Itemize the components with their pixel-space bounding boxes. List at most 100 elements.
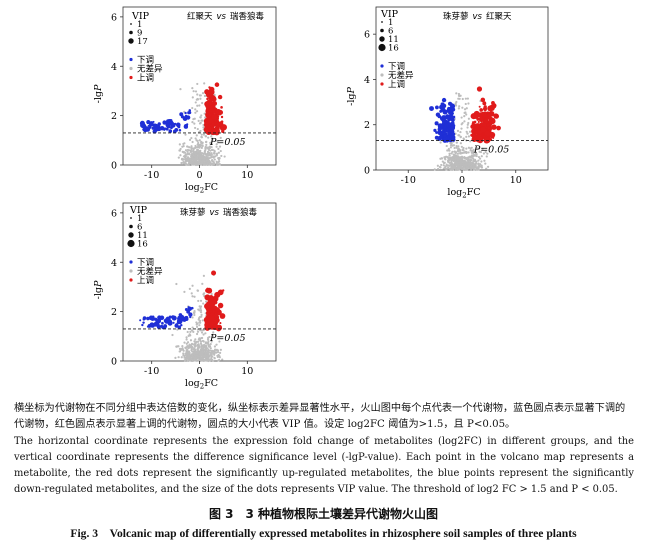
ns-point bbox=[210, 146, 213, 149]
up-point bbox=[211, 306, 216, 310]
ns-point bbox=[198, 104, 201, 107]
ns-point bbox=[199, 158, 202, 161]
up-point bbox=[470, 113, 477, 120]
up-point bbox=[220, 115, 224, 119]
ns-point bbox=[484, 150, 487, 154]
ns-point bbox=[195, 155, 198, 158]
ns-point bbox=[455, 144, 458, 148]
ns-point bbox=[208, 160, 211, 163]
down-point bbox=[174, 323, 179, 328]
ns-point bbox=[185, 336, 188, 339]
up-legend-label: 上调 bbox=[388, 80, 405, 90]
x-tick-label: -10 bbox=[144, 366, 159, 377]
up-point bbox=[480, 126, 487, 133]
ns-point bbox=[466, 157, 469, 160]
up-point bbox=[205, 288, 210, 293]
ns-point bbox=[440, 157, 444, 160]
up-point bbox=[204, 322, 210, 328]
ns-point bbox=[459, 149, 462, 152]
x-tick-label: 0 bbox=[459, 175, 465, 186]
ns-point bbox=[185, 338, 188, 341]
up-point bbox=[209, 315, 216, 322]
y-tick-label: 6 bbox=[364, 30, 370, 41]
x-axis-label: log2FC bbox=[185, 378, 218, 391]
down-point bbox=[441, 118, 448, 125]
ns-point bbox=[213, 357, 216, 360]
ns-point bbox=[447, 159, 450, 162]
ns-point bbox=[195, 156, 198, 160]
vip-size-dot bbox=[127, 239, 135, 248]
up-point bbox=[217, 289, 224, 296]
ns-point bbox=[191, 87, 194, 90]
vip-level-label: 1 bbox=[388, 18, 393, 28]
down-point bbox=[140, 122, 146, 128]
up-point bbox=[480, 97, 486, 103]
ns-point bbox=[464, 97, 467, 100]
up-point bbox=[479, 136, 483, 140]
up-point bbox=[215, 307, 220, 313]
ns-point bbox=[445, 144, 448, 148]
ns-point bbox=[442, 164, 445, 167]
ns-point bbox=[475, 168, 478, 171]
ns-point bbox=[213, 158, 216, 161]
up-point bbox=[205, 115, 209, 118]
ns-point bbox=[187, 357, 190, 360]
up-point bbox=[217, 94, 223, 100]
down-point bbox=[183, 319, 186, 322]
ns-point bbox=[465, 113, 468, 116]
ns-point bbox=[208, 354, 211, 357]
ns-point bbox=[211, 160, 215, 163]
ns-point bbox=[210, 292, 213, 296]
down-point bbox=[434, 121, 439, 126]
ns-point bbox=[194, 137, 197, 140]
ns-point bbox=[195, 354, 199, 358]
ns-point bbox=[460, 152, 463, 155]
y-tick-label: 0 bbox=[111, 357, 117, 368]
ns-point bbox=[202, 351, 205, 354]
ns-point bbox=[202, 160, 205, 163]
ns-point bbox=[218, 340, 221, 343]
ns-point bbox=[199, 309, 203, 312]
ns-point bbox=[207, 136, 210, 139]
ns-point bbox=[185, 357, 188, 360]
down-point bbox=[449, 103, 455, 108]
up-point bbox=[215, 121, 222, 128]
ns-point bbox=[457, 145, 460, 148]
ns-point bbox=[178, 143, 181, 146]
vip-title: VIP bbox=[380, 9, 399, 20]
vip-level-label: 17 bbox=[137, 37, 148, 47]
up-point bbox=[471, 121, 475, 124]
down-point bbox=[448, 108, 453, 113]
ns-point bbox=[202, 293, 205, 296]
ns-point bbox=[204, 135, 208, 138]
down-point bbox=[184, 111, 187, 115]
ns-point bbox=[450, 162, 454, 165]
ns-point bbox=[197, 355, 200, 358]
ns-point bbox=[454, 166, 457, 170]
ns-point bbox=[455, 162, 459, 166]
x-tick-label: 0 bbox=[196, 170, 202, 181]
ns-point bbox=[183, 341, 186, 344]
ns-point bbox=[218, 145, 222, 148]
ns-point bbox=[200, 114, 203, 117]
ns-point bbox=[212, 331, 215, 334]
ns-point bbox=[195, 110, 199, 113]
ns-point bbox=[474, 166, 477, 169]
threshold-label: P=0.05 bbox=[473, 145, 510, 156]
ns-point bbox=[451, 156, 454, 159]
ns-point bbox=[191, 153, 194, 156]
ns-point bbox=[479, 163, 482, 166]
up-point bbox=[211, 113, 218, 121]
caption-english: The horizontal coordinate represents the… bbox=[14, 436, 634, 495]
ns-point bbox=[217, 359, 220, 362]
up-point bbox=[487, 105, 494, 112]
ns-point bbox=[196, 127, 199, 131]
y-tick-label: 2 bbox=[364, 120, 370, 131]
down-point bbox=[159, 315, 165, 320]
ns-point bbox=[467, 121, 470, 125]
ns-point bbox=[482, 152, 486, 155]
ns-point bbox=[178, 350, 181, 353]
ns-point bbox=[209, 342, 212, 346]
